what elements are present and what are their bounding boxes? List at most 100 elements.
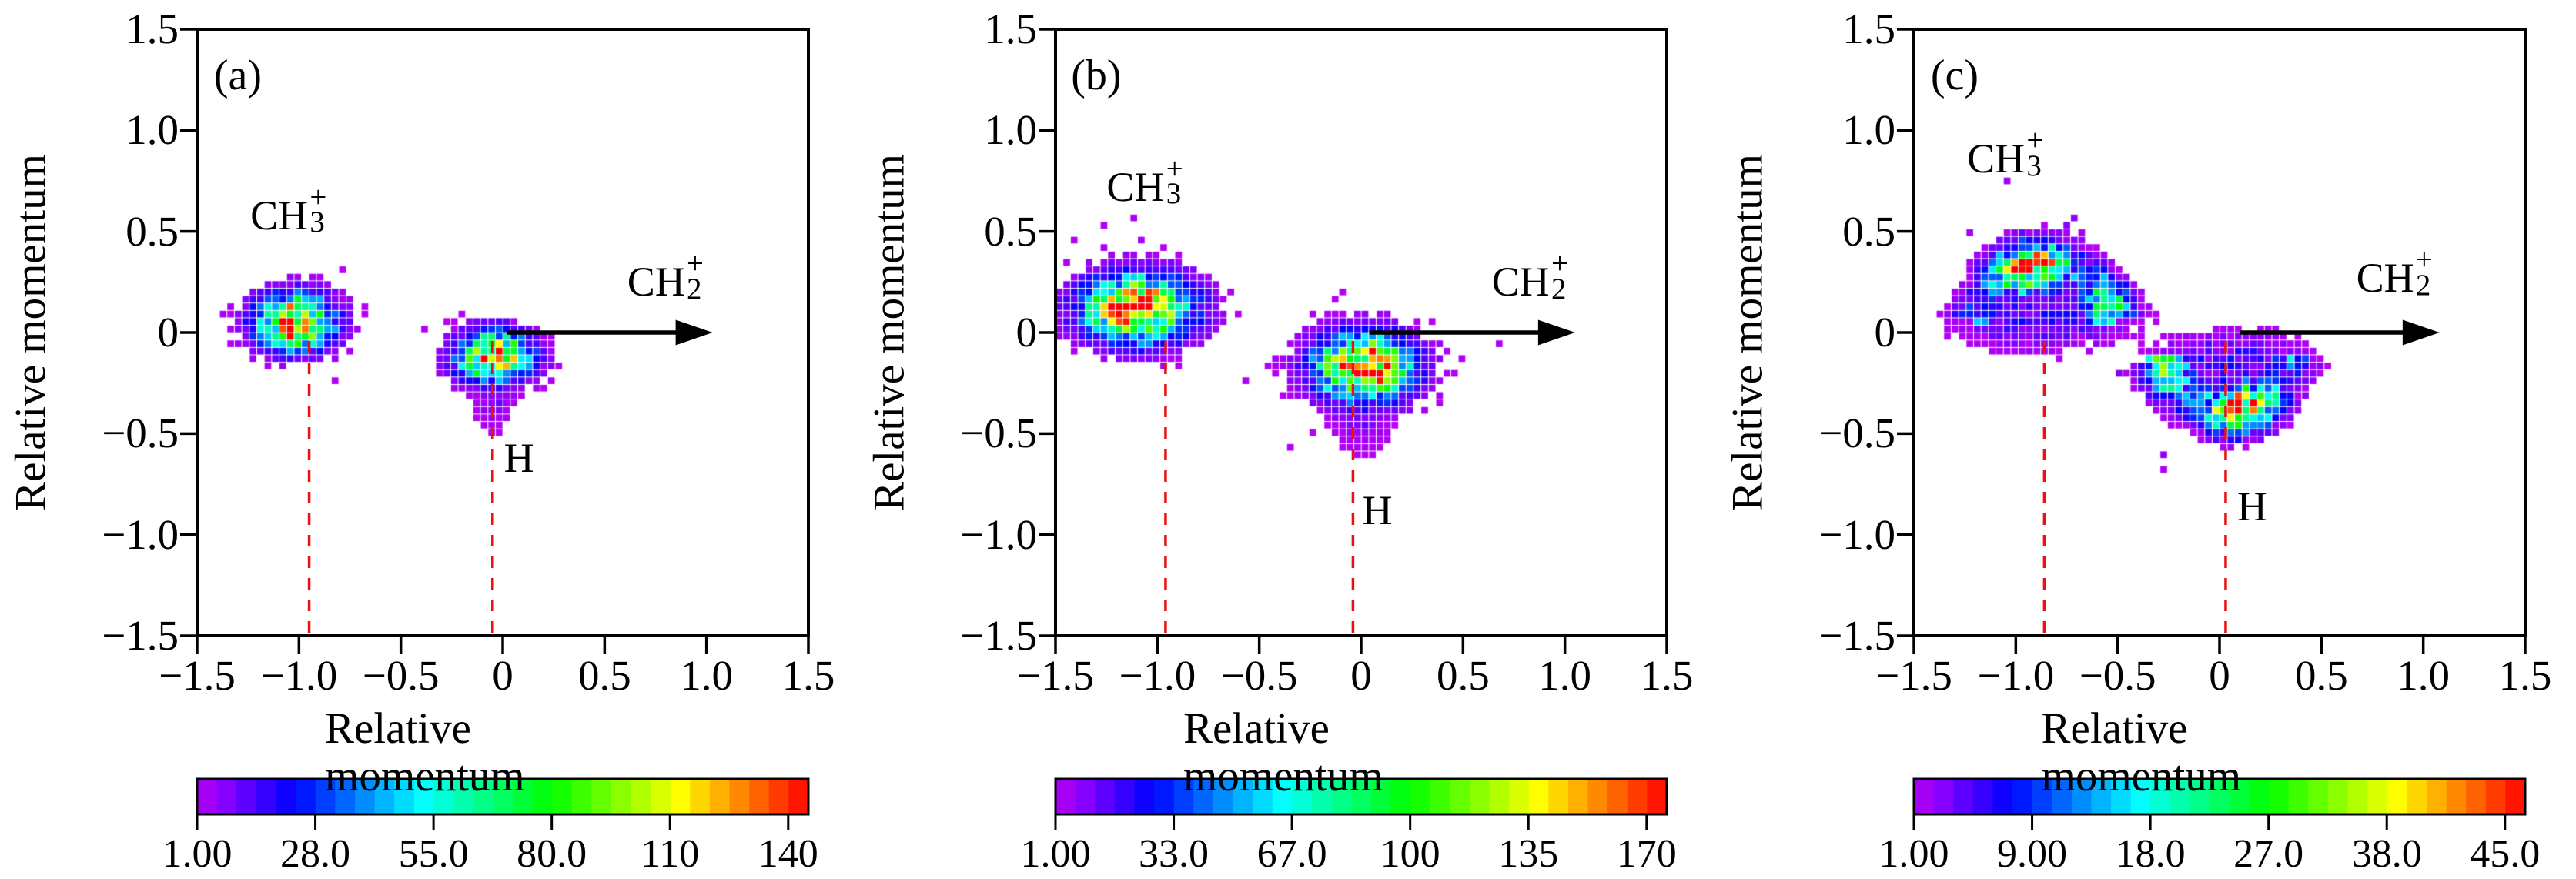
panel-c: (c) −1.5 −1.0 −0.5 0 0.5 1.0 1.5 1.5 1.0 0.5 0 −0.5−… <box>1717 0 2576 879</box>
x-tick-label: 1.5 <box>1640 652 1694 699</box>
panel-b: (b) −1.5 −1.0 −0.5 0 0.5 1.0 1.5 1.5 1.0 0.5 0 −0.5−… <box>858 0 1717 879</box>
y-tick-label: −0.5 <box>1818 409 1895 457</box>
ch3-plus-label-subsup: +3 <box>2025 124 2052 182</box>
x-tick-label: −1.5 <box>159 652 236 699</box>
x-tick-label: 1.0 <box>680 652 734 699</box>
ch3-plus-label-base: CH <box>250 192 309 239</box>
x-axis-title: Relative momentum <box>1183 704 1383 800</box>
x-tick-label: 0.5 <box>2294 652 2348 699</box>
x-tick-label: −1.0 <box>260 652 338 699</box>
h-fragment-label: H <box>2236 483 2267 530</box>
x-axis-title: Relative momentum <box>2041 704 2242 800</box>
x-tick-label: 0 <box>2209 652 2230 699</box>
ch2-direction-arrow <box>507 319 713 346</box>
y-tick-label: 1.5 <box>125 5 179 52</box>
ch3-plus-label-base: CH <box>1967 135 2026 182</box>
ch3-plus-label-sup: + <box>309 180 327 214</box>
ch3-plus-label-sub: 3 <box>309 206 325 239</box>
ch3-plus-label-sup: + <box>1166 152 1183 186</box>
y-tick-label: 1.0 <box>1842 106 1895 154</box>
plot-frame <box>1054 28 1668 637</box>
ch2-plus-label: CH +2 <box>2356 243 2442 302</box>
ch2-plus-label-subsup: +2 <box>685 247 713 305</box>
colorbar-tick-label: 18.0 <box>2115 832 2186 876</box>
y-tick-label: −1.5 <box>102 612 179 659</box>
ch2-plus-label-sub: 2 <box>1551 272 1567 306</box>
colorbar-tick-label: 55.0 <box>398 832 469 876</box>
colorbar <box>1912 777 2527 816</box>
colorbar-tick-label: 38.0 <box>2351 832 2422 876</box>
colorbar-tick-label: 33.0 <box>1139 832 1209 876</box>
y-axis-title: Relative momentum <box>6 154 55 511</box>
panel-letter: (a) <box>213 52 262 100</box>
ch2-direction-arrow <box>1369 319 1575 346</box>
x-tick-label: −1.5 <box>1875 652 1952 699</box>
ch3-plus-label: CH +3 <box>1106 152 1192 211</box>
y-tick-label: 0 <box>1015 309 1038 356</box>
x-tick-label: −1.0 <box>1977 652 2055 699</box>
colorbar-tick-label: 170 <box>1616 832 1677 876</box>
x-axis-title: Relative momentum <box>325 704 525 800</box>
y-tick-label: −0.5 <box>102 409 179 457</box>
colorbar-tick-label: 1.00 <box>1020 832 1091 876</box>
panel-letter: (c) <box>1930 52 1979 100</box>
colorbar-tick-label: 110 <box>641 832 700 876</box>
y-tick-label: −1.0 <box>102 510 179 558</box>
y-axis-title: Relative momentum <box>1723 154 1772 511</box>
ch3-plus-label-subsup: +3 <box>1164 152 1192 210</box>
plot-frame <box>1912 28 2527 637</box>
ch2-plus-label: CH +2 <box>627 247 713 306</box>
colorbar-tick-label: 1.00 <box>162 832 233 876</box>
h-fragment-label: H <box>1362 487 1393 534</box>
x-tick-label: −1.5 <box>1017 652 1094 699</box>
y-tick-label: 0.5 <box>1842 207 1895 255</box>
ch2-plus-label: CH +2 <box>1491 247 1577 306</box>
y-tick-label: 0.5 <box>984 207 1037 255</box>
plot-overlay <box>180 28 810 830</box>
colorbar-tick-label: 45.0 <box>2470 832 2541 876</box>
ch3-plus-label-sub: 3 <box>1166 177 1182 211</box>
ch2-plus-label-subsup: +2 <box>1550 247 1577 305</box>
x-tick-label: 0 <box>492 652 514 699</box>
y-tick-label: 0 <box>1874 309 1896 356</box>
x-tick-label: −0.5 <box>362 652 440 699</box>
x-tick-label: 0 <box>1350 652 1372 699</box>
panel-letter: (b) <box>1071 52 1122 100</box>
plot-frame <box>196 28 810 637</box>
ch2-plus-label-sub: 2 <box>687 272 702 306</box>
y-tick-label: 1.5 <box>1842 5 1895 52</box>
x-tick-label: 0.5 <box>577 652 631 699</box>
ch3-plus-label: CH +3 <box>1967 124 2052 182</box>
ch2-plus-label-base: CH <box>1491 259 1550 306</box>
ch2-plus-label-base: CH <box>627 259 685 306</box>
ch3-plus-label-base: CH <box>1106 163 1165 210</box>
ch3-plus-label-sup: + <box>2026 124 2044 158</box>
y-tick-label: −1.0 <box>1818 510 1895 558</box>
ch3-plus-label-sub: 3 <box>2026 149 2042 182</box>
h-fragment-label: H <box>503 434 534 481</box>
ch3-plus-label: CH +3 <box>250 181 336 239</box>
x-tick-label: 1.0 <box>2397 652 2451 699</box>
ch2-plus-label-subsup: +2 <box>2414 243 2442 301</box>
colorbar-tick-label: 27.0 <box>2233 832 2304 876</box>
x-tick-label: −0.5 <box>2079 652 2156 699</box>
x-tick-label: −1.0 <box>1119 652 1196 699</box>
y-tick-label: −1.5 <box>1818 612 1895 659</box>
ch2-plus-label-base: CH <box>2356 255 2414 302</box>
ch3-plus-label-subsup: +3 <box>308 181 336 239</box>
y-tick-label: −1.5 <box>960 612 1037 659</box>
x-tick-label: 0.5 <box>1436 652 1490 699</box>
x-tick-label: 1.0 <box>1538 652 1592 699</box>
y-tick-label: 0.5 <box>125 207 179 255</box>
y-tick-label: −1.0 <box>960 510 1037 558</box>
x-tick-label: 1.5 <box>2498 652 2552 699</box>
x-tick-label: 1.5 <box>781 652 835 699</box>
ch2-direction-arrow <box>2240 319 2440 346</box>
colorbar-tick-label: 9.00 <box>1997 832 2068 876</box>
x-tick-label: −0.5 <box>1220 652 1298 699</box>
y-tick-label: 1.0 <box>984 106 1037 154</box>
y-axis-title: Relative momentum <box>865 154 914 511</box>
y-tick-label: −0.5 <box>960 409 1037 457</box>
colorbar-tick-label: 135 <box>1498 832 1559 876</box>
